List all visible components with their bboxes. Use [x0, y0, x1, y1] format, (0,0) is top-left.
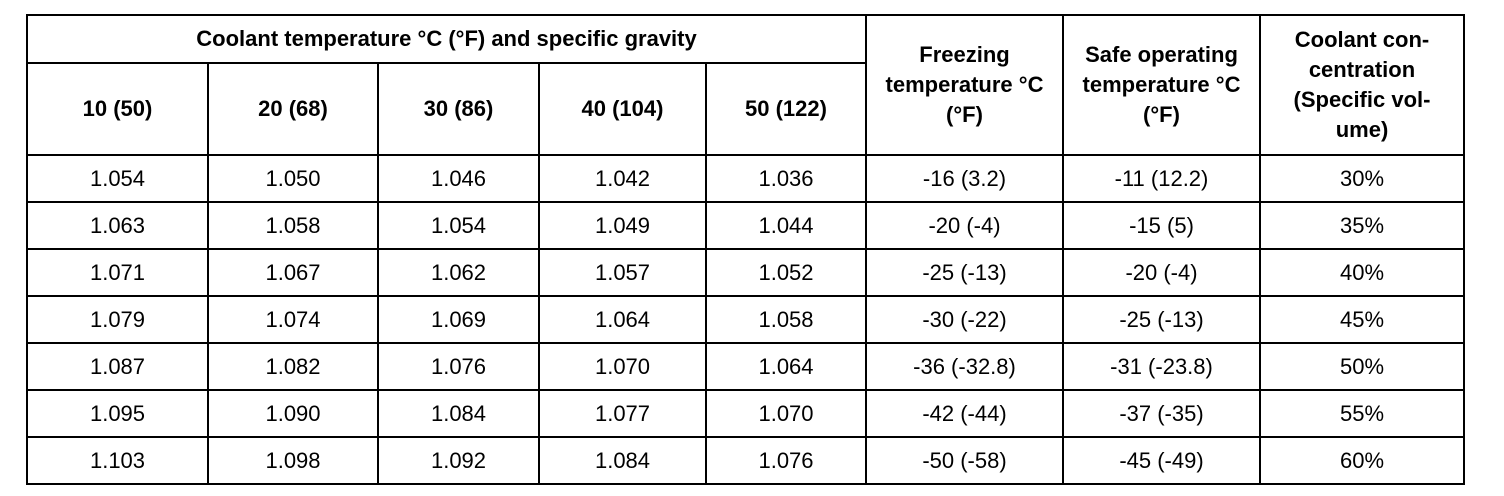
concentration-cell: 55% [1259, 389, 1465, 438]
freezing-temperature-header: Freezing temperature °C (°F) [865, 14, 1064, 156]
specific-gravity-cell: 1.054 [26, 154, 209, 203]
specific-gravity-cell: 1.084 [538, 436, 707, 485]
specific-gravity-cell: 1.054 [377, 201, 540, 250]
specific-gravity-cell: 1.058 [705, 295, 867, 344]
specific-gravity-cell: 1.084 [377, 389, 540, 438]
table-row: 1.079 1.074 1.069 1.064 1.058 -30 (-22) … [26, 295, 1465, 344]
specific-gravity-cell: 1.092 [377, 436, 540, 485]
specific-gravity-cell: 1.090 [207, 389, 379, 438]
table-row: 1.087 1.082 1.076 1.070 1.064 -36 (-32.8… [26, 342, 1465, 391]
freezing-temperature-cell: -42 (-44) [865, 389, 1064, 438]
coolant-specific-gravity-table: Coolant temperature °C (°F) and specific… [26, 14, 1465, 485]
specific-gravity-cell: 1.064 [705, 342, 867, 391]
temp-column-header: 50 (122) [705, 62, 867, 156]
specific-gravity-cell: 1.057 [538, 248, 707, 297]
specific-gravity-cell: 1.058 [207, 201, 379, 250]
safe-operating-temperature-header: Safe operating temperature °C (°F) [1062, 14, 1261, 156]
freezing-temperature-cell: -25 (-13) [865, 248, 1064, 297]
temp-column-header: 40 (104) [538, 62, 707, 156]
specific-gravity-cell: 1.049 [538, 201, 707, 250]
safe-temperature-cell: -31 (-23.8) [1062, 342, 1261, 391]
header-row-1: Coolant temperature °C (°F) and specific… [26, 14, 1465, 156]
safe-temperature-cell: -11 (12.2) [1062, 154, 1261, 203]
header-row-2: 10 (50) 20 (68) 30 (86) 40 (104) 50 (122… [26, 62, 1464, 156]
table-row: 1.071 1.067 1.062 1.057 1.052 -25 (-13) … [26, 248, 1465, 297]
safe-temperature-cell: -15 (5) [1062, 201, 1261, 250]
specific-gravity-cell: 1.064 [538, 295, 707, 344]
temp-column-header: 20 (68) [207, 62, 379, 156]
group-header: Coolant temperature °C (°F) and specific… [26, 14, 867, 64]
freezing-temperature-cell: -30 (-22) [865, 295, 1064, 344]
specific-gravity-cell: 1.036 [705, 154, 867, 203]
temp-column-header: 10 (50) [26, 62, 209, 156]
safe-temperature-cell: -20 (-4) [1062, 248, 1261, 297]
specific-gravity-cell: 1.095 [26, 389, 209, 438]
freezing-temperature-cell: -16 (3.2) [865, 154, 1064, 203]
table-row: 1.054 1.050 1.046 1.042 1.036 -16 (3.2) … [26, 154, 1465, 203]
specific-gravity-cell: 1.103 [26, 436, 209, 485]
specific-gravity-cell: 1.077 [538, 389, 707, 438]
safe-temperature-cell: -37 (-35) [1062, 389, 1261, 438]
safe-temperature-cell: -45 (-49) [1062, 436, 1261, 485]
coolant-concentration-header: Coolant con- centration (Specific vol- u… [1259, 14, 1465, 156]
specific-gravity-cell: 1.079 [26, 295, 209, 344]
specific-gravity-cell: 1.082 [207, 342, 379, 391]
concentration-cell: 45% [1259, 295, 1465, 344]
concentration-cell: 30% [1259, 154, 1465, 203]
specific-gravity-cell: 1.076 [377, 342, 540, 391]
specific-gravity-cell: 1.046 [377, 154, 540, 203]
safe-temperature-cell: -25 (-13) [1062, 295, 1261, 344]
specific-gravity-cell: 1.044 [705, 201, 867, 250]
specific-gravity-cell: 1.062 [377, 248, 540, 297]
table-row: 1.063 1.058 1.054 1.049 1.044 -20 (-4) -… [26, 201, 1465, 250]
specific-gravity-cell: 1.070 [538, 342, 707, 391]
table-row: 1.095 1.090 1.084 1.077 1.070 -42 (-44) … [26, 389, 1465, 438]
specific-gravity-cell: 1.050 [207, 154, 379, 203]
specific-gravity-cell: 1.042 [538, 154, 707, 203]
concentration-cell: 50% [1259, 342, 1465, 391]
specific-gravity-cell: 1.076 [705, 436, 867, 485]
specific-gravity-cell: 1.069 [377, 295, 540, 344]
specific-gravity-cell: 1.052 [705, 248, 867, 297]
specific-gravity-cell: 1.063 [26, 201, 209, 250]
concentration-cell: 40% [1259, 248, 1465, 297]
specific-gravity-cell: 1.071 [26, 248, 209, 297]
table-row: 1.103 1.098 1.092 1.084 1.076 -50 (-58) … [26, 436, 1465, 485]
temp-column-header: 30 (86) [377, 62, 540, 156]
specific-gravity-cell: 1.098 [207, 436, 379, 485]
specific-gravity-cell: 1.070 [705, 389, 867, 438]
concentration-cell: 35% [1259, 201, 1465, 250]
coolant-table-frame: Coolant temperature °C (°F) and specific… [26, 14, 1465, 485]
specific-gravity-cell: 1.067 [207, 248, 379, 297]
freezing-temperature-cell: -36 (-32.8) [865, 342, 1064, 391]
specific-gravity-cell: 1.087 [26, 342, 209, 391]
concentration-cell: 60% [1259, 436, 1465, 485]
freezing-temperature-cell: -50 (-58) [865, 436, 1064, 485]
freezing-temperature-cell: -20 (-4) [865, 201, 1064, 250]
specific-gravity-cell: 1.074 [207, 295, 379, 344]
